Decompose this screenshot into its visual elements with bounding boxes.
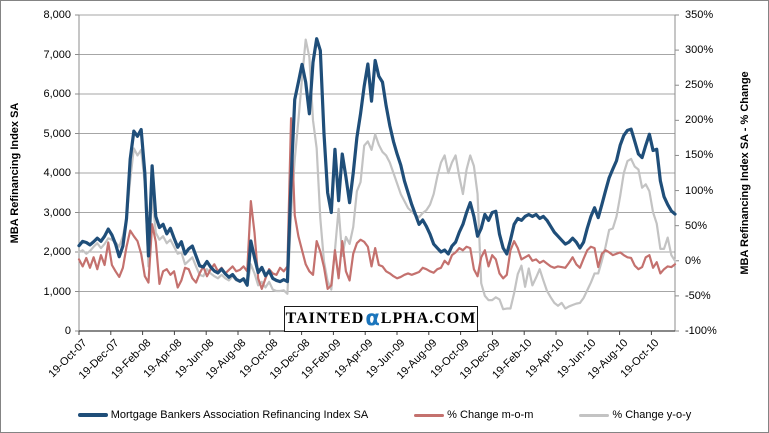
- legend-label: % Change y-o-y: [612, 409, 692, 421]
- y-left-tick-label: 6,000: [43, 88, 71, 100]
- legend-item-1: % Change m-o-m: [414, 409, 533, 421]
- watermark-alpha-glyph: α: [365, 306, 380, 330]
- y-axis-right-title: MBA Refinancing Index SA - % Change: [739, 71, 751, 275]
- y-right-tick-label: -50%: [685, 289, 711, 302]
- y-left-tick-label: 5,000: [43, 127, 71, 140]
- y-right-tick-label: 350%: [685, 9, 714, 21]
- y-left-tick-label: 4,000: [43, 167, 71, 179]
- watermark-text-prefix: TAINTED: [285, 310, 365, 327]
- y-left-tick-label: 0: [64, 325, 71, 337]
- y-right-tick-label: 100%: [685, 184, 714, 197]
- legend-line-swatch: [414, 413, 445, 417]
- watermark-box: TAINTED α LPHA.COM: [284, 306, 478, 332]
- y-right-tick-label: 50%: [685, 219, 708, 232]
- y-left-tick-label: 2,000: [43, 246, 71, 258]
- y-right-tick-label: 150%: [685, 149, 714, 162]
- chart-legend: Mortgage Bankers Association Refinancing…: [1, 404, 768, 426]
- y-left-tick-label: 7,000: [43, 48, 71, 61]
- y-right-tick-label: 200%: [685, 114, 714, 127]
- legend-item-0: Mortgage Bankers Association Refinancing…: [77, 409, 369, 421]
- legend-label: % Change m-o-m: [447, 409, 534, 421]
- legend-label: Mortgage Bankers Association Refinancing…: [110, 409, 369, 421]
- legend-line-swatch: [579, 413, 610, 417]
- watermark-text-suffix: LPHA.COM: [380, 310, 477, 327]
- y-left-tick-label: 1,000: [43, 285, 71, 298]
- legend-item-2: % Change y-o-y: [579, 409, 691, 421]
- y-left-tick-label: 3,000: [43, 206, 71, 219]
- y-right-tick-label: 0%: [685, 254, 701, 267]
- y-right-tick-label: -100%: [685, 325, 717, 337]
- y-left-tick-label: 8,000: [43, 9, 71, 21]
- y-right-tick-label: 300%: [685, 44, 714, 57]
- y-axis-left-title: MBA Refinancing Index SA: [9, 102, 21, 244]
- series-line-1: [77, 117, 677, 290]
- series-line-0: [77, 37, 677, 287]
- series-line-2: [77, 38, 677, 311]
- y-right-tick-label: 250%: [685, 79, 714, 92]
- legend-line-swatch: [77, 413, 108, 417]
